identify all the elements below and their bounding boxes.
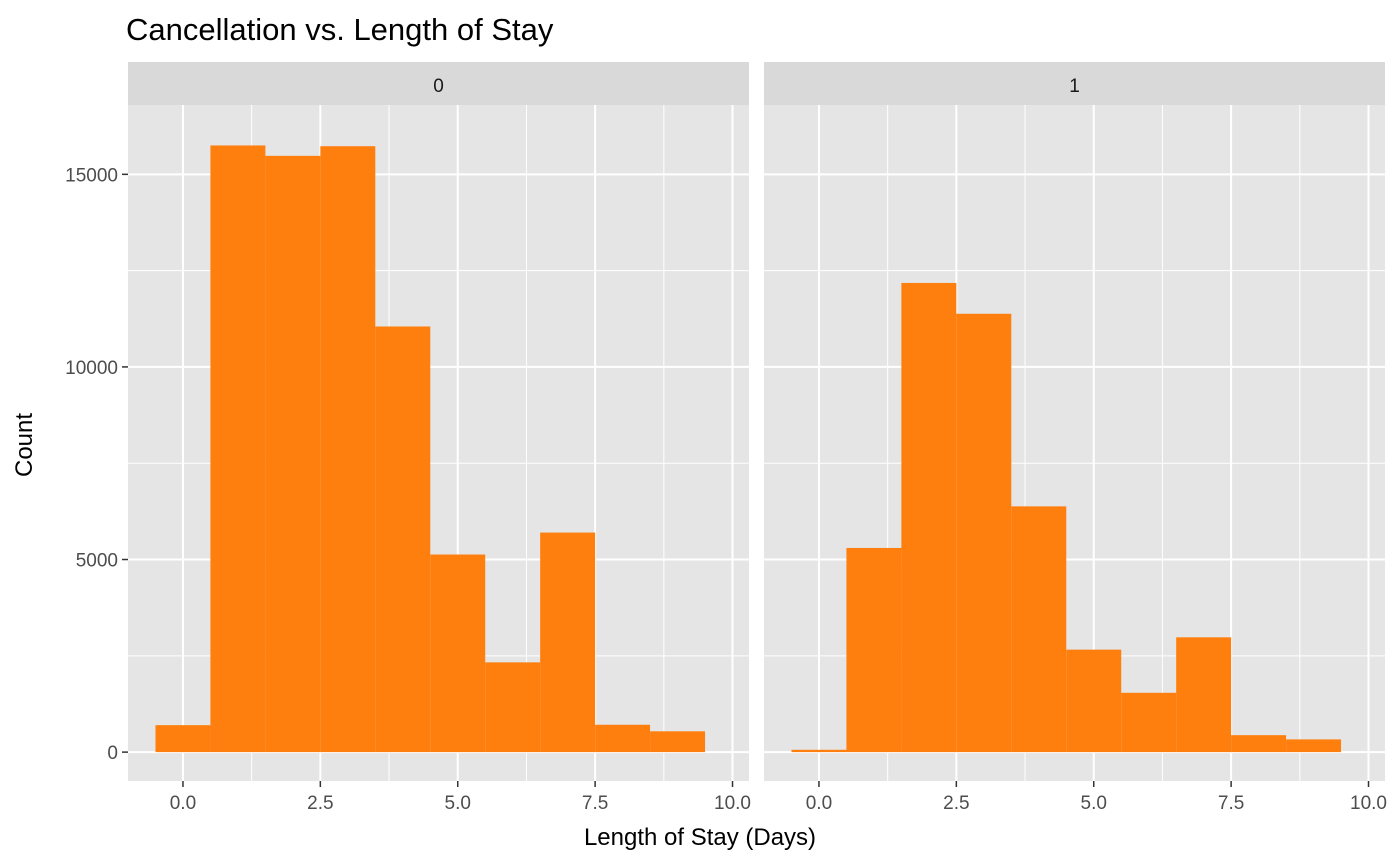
- y-tick-label: 5000: [76, 551, 118, 572]
- histogram-bar: [595, 724, 651, 753]
- histogram-bar: [430, 554, 486, 753]
- facet-strip: [764, 62, 1385, 105]
- x-tick-label: 0.0: [170, 793, 196, 814]
- histogram-bar: [791, 749, 847, 753]
- x-tick-label: 5.0: [445, 793, 471, 814]
- histogram-bar: [265, 155, 321, 753]
- x-tick-label: 0.0: [806, 793, 832, 814]
- facet-panel-1: 10.0 2.5 5.0 7.5 10.0: [749, 62, 1387, 814]
- histogram-bar: [210, 145, 266, 753]
- x-tick-label: 2.5: [307, 793, 333, 814]
- histogram-bar: [1231, 735, 1287, 753]
- chart-title: Cancellation vs. Length of Stay: [126, 12, 554, 47]
- histogram-bar: [155, 725, 211, 753]
- y-axis: 0 5000 10000 15000: [65, 165, 128, 764]
- histogram-bar: [1011, 506, 1067, 753]
- facet-strip-label: 0: [433, 76, 444, 97]
- y-tick-label: 0: [107, 743, 118, 764]
- facet-panels: 00.0 2.5 5.0 7.5 10.010.0 2.5 5.0 7.5 10.0: [113, 62, 1387, 814]
- x-tick-label: 2.5: [943, 793, 969, 814]
- histogram-bar: [320, 146, 376, 753]
- x-tick-label: 10.0: [714, 793, 751, 814]
- histogram-bar: [1176, 637, 1232, 753]
- facet-strip: [128, 62, 749, 105]
- histogram-bar: [901, 282, 957, 753]
- y-tick-label: 15000: [65, 165, 118, 186]
- histogram-bar: [956, 313, 1012, 753]
- histogram-bar: [540, 532, 596, 753]
- y-tick-label: 10000: [65, 358, 118, 379]
- x-axis-title: Length of Stay (Days): [584, 824, 816, 851]
- x-tick-label: 5.0: [1081, 793, 1107, 814]
- facet-panel-0: 0 0.0 2.5 5.0 7.5 10.0: [113, 62, 751, 814]
- histogram-bar: [1121, 692, 1177, 753]
- x-tick-label: 7.5: [1218, 793, 1244, 814]
- x-tick-label: 10.0: [1350, 793, 1387, 814]
- histogram-bar: [485, 662, 541, 753]
- histogram-bar: [650, 731, 706, 753]
- histogram-bar: [1286, 739, 1342, 753]
- facet-strip-label: 1: [1069, 76, 1080, 97]
- histogram-bar: [375, 326, 431, 753]
- y-axis-title: Count: [11, 413, 38, 477]
- histogram-bar: [846, 547, 902, 753]
- x-tick-label: 7.5: [582, 793, 608, 814]
- histogram-bar: [1066, 649, 1122, 753]
